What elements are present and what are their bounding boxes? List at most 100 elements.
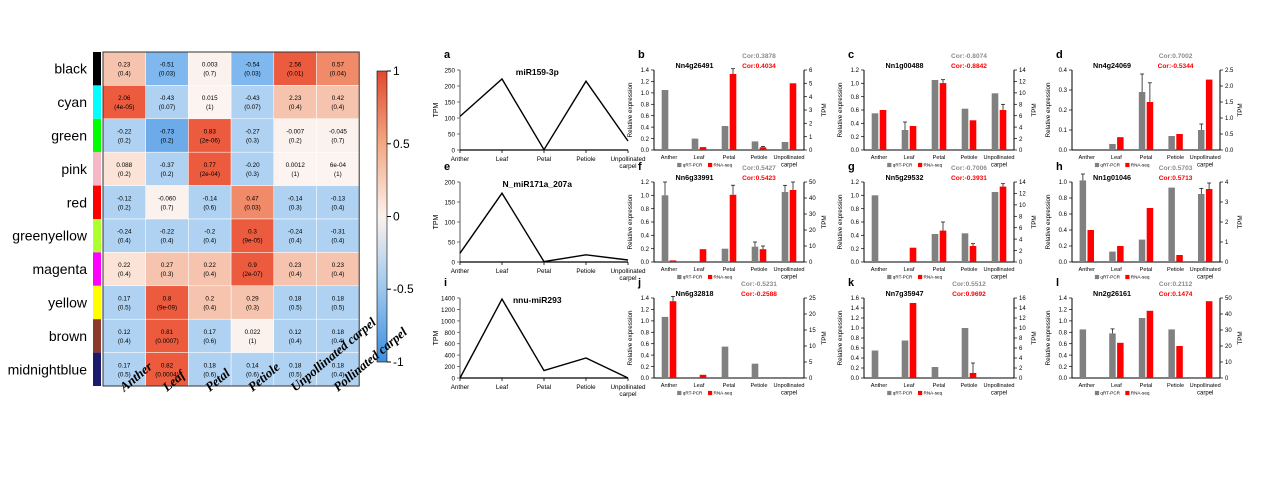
svg-text:0.2: 0.2: [851, 247, 860, 253]
svg-text:10: 10: [809, 344, 816, 350]
svg-text:Relative expression: Relative expression: [627, 82, 634, 137]
svg-text:l: l: [1056, 277, 1059, 289]
svg-text:0.8: 0.8: [1059, 331, 1068, 337]
svg-text:Relative expression: Relative expression: [1045, 194, 1052, 249]
svg-text:0.0: 0.0: [1059, 376, 1068, 382]
svg-text:10: 10: [1225, 360, 1232, 366]
svg-text:Petiole: Petiole: [960, 155, 977, 161]
svg-text:5: 5: [809, 82, 813, 88]
svg-text:qRT-PCR: qRT-PCR: [1100, 391, 1120, 396]
svg-text:Petiole: Petiole: [1167, 155, 1184, 161]
svg-text:0.6: 0.6: [851, 220, 860, 226]
svg-text:8: 8: [1019, 215, 1023, 221]
svg-text:Petiole: Petiole: [576, 384, 596, 391]
svg-text:Nn2g26161: Nn2g26161: [1093, 289, 1131, 298]
svg-text:0: 0: [1019, 376, 1023, 382]
svg-text:0.6: 0.6: [641, 342, 650, 348]
svg-text:1400: 1400: [441, 296, 456, 303]
svg-text:50: 50: [448, 240, 456, 247]
svg-text:Relative expression: Relative expression: [627, 310, 634, 365]
svg-text:0.0: 0.0: [851, 260, 860, 266]
svg-text:200: 200: [444, 364, 455, 371]
svg-text:Cor:0.5713: Cor:0.5713: [1159, 175, 1193, 182]
svg-text:6: 6: [1019, 226, 1023, 232]
svg-text:2: 2: [809, 122, 813, 128]
svg-text:0.8: 0.8: [1059, 196, 1068, 202]
svg-text:14: 14: [1019, 68, 1026, 74]
svg-text:Leaf: Leaf: [904, 383, 915, 389]
svg-text:Unpollinated: Unpollinated: [773, 155, 804, 161]
svg-text:150: 150: [444, 200, 455, 207]
svg-text:0.0: 0.0: [1059, 148, 1068, 154]
svg-text:1.5: 1.5: [1225, 100, 1234, 106]
svg-text:6: 6: [1019, 346, 1023, 352]
svg-text:4: 4: [1225, 180, 1229, 186]
svg-text:0.8: 0.8: [641, 103, 650, 109]
svg-text:carpel: carpel: [619, 275, 636, 282]
svg-text:Petal: Petal: [537, 156, 551, 163]
svg-text:RNA-seq: RNA-seq: [1131, 275, 1150, 280]
svg-text:TPM: TPM: [821, 215, 828, 228]
svg-text:RNA-seq: RNA-seq: [714, 391, 733, 396]
svg-text:Cor:-0.5231: Cor:-0.5231: [741, 281, 777, 288]
svg-text:qRT-PCR: qRT-PCR: [893, 275, 913, 280]
svg-text:carpel: carpel: [619, 163, 636, 170]
svg-text:1.2: 1.2: [1059, 308, 1068, 314]
svg-text:0: 0: [1225, 376, 1229, 382]
svg-text:Anther: Anther: [871, 155, 888, 161]
svg-text:20: 20: [1225, 344, 1232, 350]
svg-text:0.0: 0.0: [641, 376, 650, 382]
svg-text:a: a: [444, 49, 451, 61]
svg-text:25: 25: [809, 296, 816, 302]
svg-text:50: 50: [809, 180, 816, 186]
svg-text:Nn6g33991: Nn6g33991: [676, 173, 714, 182]
svg-text:0.0: 0.0: [851, 376, 860, 382]
svg-text:TPM: TPM: [1237, 331, 1244, 344]
svg-text:Cor:0.1474: Cor:0.1474: [1159, 291, 1193, 298]
svg-text:1.4: 1.4: [1059, 296, 1068, 302]
svg-text:Anther: Anther: [661, 267, 678, 273]
svg-text:600: 600: [444, 341, 455, 348]
svg-text:0.0: 0.0: [851, 148, 860, 154]
svg-text:Cor:0.5427: Cor:0.5427: [742, 165, 776, 172]
svg-text:carpel: carpel: [991, 163, 1007, 169]
svg-text:2: 2: [1019, 249, 1023, 255]
svg-text:RNA-seq: RNA-seq: [924, 391, 943, 396]
svg-text:carpel: carpel: [1197, 275, 1213, 281]
svg-text:6: 6: [1019, 114, 1023, 120]
svg-text:TPM: TPM: [1237, 215, 1244, 228]
svg-text:0.4: 0.4: [851, 122, 860, 128]
svg-text:Leaf: Leaf: [694, 155, 705, 161]
svg-text:TPM: TPM: [821, 331, 828, 344]
svg-text:0: 0: [1019, 148, 1023, 154]
svg-text:0.4: 0.4: [851, 234, 860, 240]
svg-text:Leaf: Leaf: [1111, 267, 1122, 273]
svg-text:1.2: 1.2: [641, 308, 650, 314]
svg-text:Leaf: Leaf: [694, 267, 705, 273]
svg-text:1000: 1000: [441, 318, 456, 325]
svg-text:TPM: TPM: [1031, 215, 1038, 228]
svg-text:1.4: 1.4: [641, 68, 650, 74]
svg-text:Nn7g35947: Nn7g35947: [886, 289, 924, 298]
svg-text:Unpollinated: Unpollinated: [773, 383, 804, 389]
svg-text:carpel: carpel: [1197, 163, 1213, 169]
svg-text:Anther: Anther: [451, 156, 470, 163]
svg-text:1.2: 1.2: [851, 68, 860, 74]
svg-text:0.4: 0.4: [851, 356, 860, 362]
svg-text:4: 4: [1019, 125, 1023, 131]
svg-text:Anther: Anther: [451, 384, 470, 391]
svg-text:0.4: 0.4: [1059, 353, 1068, 359]
svg-text:f: f: [638, 161, 642, 173]
svg-text:Anther: Anther: [871, 383, 888, 389]
svg-text:5: 5: [809, 360, 813, 366]
svg-text:Cor:0.3878: Cor:0.3878: [742, 53, 776, 60]
svg-text:0.8: 0.8: [641, 331, 650, 337]
svg-text:1.4: 1.4: [641, 296, 650, 302]
svg-text:4: 4: [809, 95, 813, 101]
svg-text:Petal: Petal: [537, 268, 551, 275]
svg-text:0.6: 0.6: [851, 108, 860, 114]
svg-text:Petal: Petal: [537, 384, 551, 391]
svg-text:Petal: Petal: [933, 383, 946, 389]
svg-text:10: 10: [1019, 91, 1026, 97]
svg-text:0.4: 0.4: [1059, 228, 1068, 234]
